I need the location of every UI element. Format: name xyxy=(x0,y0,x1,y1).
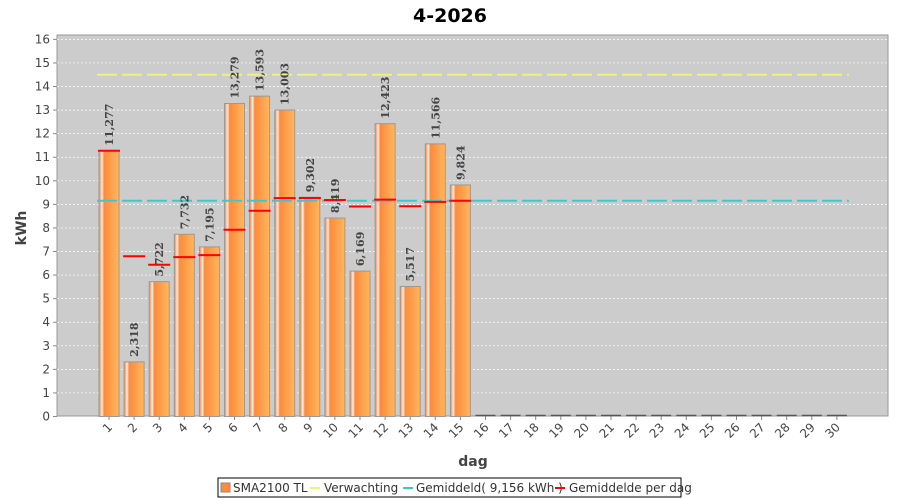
x-tick-label: 15 xyxy=(446,420,467,441)
x-tick-label: 14 xyxy=(421,420,442,441)
data-label: 7,732 xyxy=(178,195,191,229)
bar xyxy=(98,150,120,417)
y-tick-label: 11 xyxy=(35,150,50,164)
data-label: 7,195 xyxy=(203,207,216,241)
data-label: 11,277 xyxy=(103,104,116,146)
x-tick-label: 10 xyxy=(320,420,341,441)
data-label: 9,302 xyxy=(304,158,317,192)
y-tick-label: 5 xyxy=(42,292,50,306)
y-tick-label: 12 xyxy=(35,127,50,141)
bar xyxy=(299,196,321,417)
bar xyxy=(399,285,421,418)
y-tick-label: 1 xyxy=(42,386,50,400)
y-tick-label: 14 xyxy=(35,80,50,94)
x-tick-label: 20 xyxy=(571,420,592,441)
x-tick-label: 30 xyxy=(822,420,843,441)
bar xyxy=(198,246,220,417)
x-tick-label: 25 xyxy=(697,420,718,441)
x-tick-label: 4 xyxy=(175,420,190,435)
x-tick-label: 22 xyxy=(622,420,643,441)
legend-swatch-sma2100 xyxy=(220,482,231,493)
x-tick-label: 3 xyxy=(150,420,165,435)
x-tick-label: 13 xyxy=(396,420,417,441)
y-tick-label: 3 xyxy=(42,339,50,353)
data-label: 11,566 xyxy=(429,96,442,138)
bar xyxy=(449,184,471,417)
data-label: 13,003 xyxy=(279,63,292,105)
y-tick-label: 13 xyxy=(35,103,50,117)
y-tick-label: 10 xyxy=(35,174,50,188)
data-label: 2,318 xyxy=(128,322,141,357)
y-tick-label: 2 xyxy=(42,362,50,376)
bar xyxy=(148,281,170,417)
chart-title: 4-2026 xyxy=(413,5,487,27)
x-tick-label: 29 xyxy=(797,420,818,441)
x-tick-label: 28 xyxy=(772,420,793,441)
y-tick-label: 16 xyxy=(35,32,50,46)
x-tick-label: 6 xyxy=(225,420,240,435)
y-tick-label: 15 xyxy=(35,56,50,70)
x-tick-label: 9 xyxy=(301,420,316,435)
x-tick-label: 19 xyxy=(546,420,567,441)
data-label: 12,423 xyxy=(379,77,392,119)
x-tick-label: 2 xyxy=(125,420,140,435)
bar xyxy=(349,270,371,418)
data-label: 8,419 xyxy=(329,179,342,213)
x-tick-label: 23 xyxy=(647,420,668,441)
x-tick-label: 16 xyxy=(471,420,492,441)
x-tick-label: 26 xyxy=(722,420,743,441)
y-tick-label: 9 xyxy=(42,197,50,211)
legend-label-sma2100: SMA2100 TL xyxy=(233,481,308,495)
data-label: 9,824 xyxy=(454,145,467,180)
x-tick-label: 27 xyxy=(747,420,768,441)
x-axis-label: dag xyxy=(458,454,488,470)
legend-label-gemiddeld: Gemiddeld( 9,156 kWh ) xyxy=(416,481,563,495)
x-tick-label: 11 xyxy=(345,420,366,441)
x-tick-label: 1 xyxy=(100,420,115,435)
y-axis-label: kWh xyxy=(14,211,30,246)
x-tick-label: 18 xyxy=(521,420,542,441)
y-tick-label: 0 xyxy=(42,410,50,424)
legend-label-verwachting: Verwachting xyxy=(324,481,398,495)
x-tick-label: 24 xyxy=(672,420,693,441)
data-label: 13,279 xyxy=(229,56,242,98)
x-tick-label: 17 xyxy=(496,420,517,441)
bar xyxy=(224,103,245,417)
x-tick-label: 21 xyxy=(596,420,617,441)
legend-label-gemiddelde-per-dag: Gemiddelde per dag xyxy=(569,481,692,495)
bar xyxy=(123,361,145,418)
data-label: 5,722 xyxy=(153,242,166,276)
x-tick-label: 7 xyxy=(250,420,265,435)
bar xyxy=(173,233,195,417)
x-tick-label: 5 xyxy=(200,420,215,435)
data-label: 6,169 xyxy=(354,232,367,266)
bar xyxy=(374,123,396,418)
x-tick-label: 8 xyxy=(276,420,291,435)
plot-area xyxy=(56,34,889,417)
y-tick-label: 6 xyxy=(42,268,50,282)
x-tick-label: 12 xyxy=(371,420,392,441)
data-label: 13,593 xyxy=(254,49,267,91)
data-label: 5,517 xyxy=(404,247,417,281)
y-tick-label: 7 xyxy=(42,245,50,259)
legend: SMA2100 TL Verwachting Gemiddeld( 9,156 … xyxy=(217,477,692,498)
bar xyxy=(324,217,346,417)
bar xyxy=(249,95,271,418)
bar xyxy=(424,143,446,417)
bar xyxy=(274,109,296,417)
y-tick-label: 4 xyxy=(42,315,50,329)
y-tick-label: 8 xyxy=(42,221,50,235)
